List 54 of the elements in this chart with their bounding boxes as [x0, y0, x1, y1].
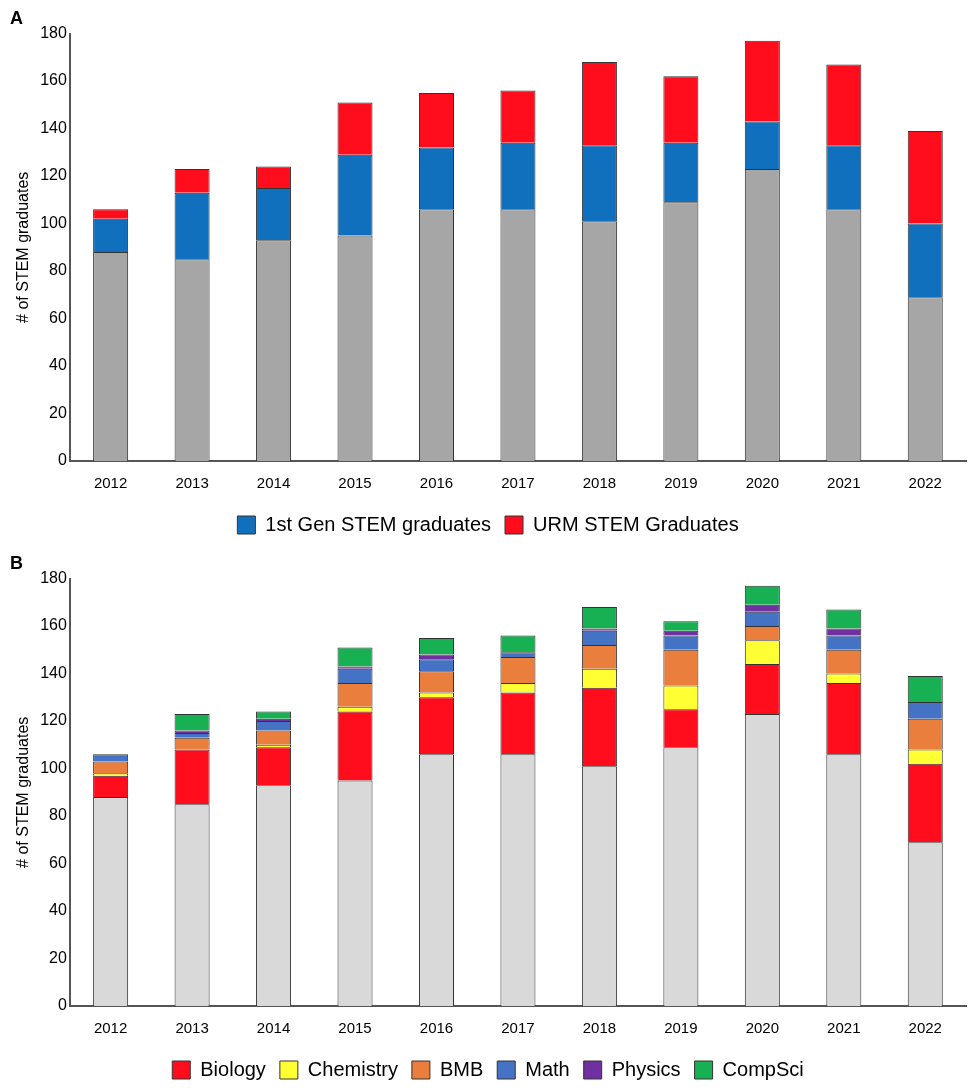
x-tick-label: 2015 [338, 474, 372, 492]
x-tick-label: 2013 [175, 474, 209, 492]
x-tick-label: 2012 [93, 474, 128, 492]
x-tick-label: 2017 [501, 1019, 535, 1037]
legend-label: CompSci [722, 1057, 804, 1080]
y-tick-label: 20 [49, 403, 67, 421]
y-tick-label: 180 [40, 24, 67, 42]
chart-title: B [10, 552, 23, 573]
y-tick-label: 60 [49, 853, 67, 871]
x-tick-label: 2022 [908, 1019, 942, 1037]
x-tick-label: 2020 [745, 474, 780, 492]
x-tick-label: 2014 [256, 474, 291, 492]
x-tick-label: 2020 [745, 1019, 780, 1037]
y-axis-title: # of STEM graduates [14, 171, 32, 323]
x-tick-label: 2021 [827, 474, 861, 492]
y-tick-label: 140 [40, 118, 67, 136]
x-tick-label: 2012 [93, 1019, 128, 1037]
legend-label: 1st Gen STEM graduates [265, 512, 492, 535]
y-tick-label: 80 [49, 261, 67, 279]
y-tick-label: 160 [40, 616, 67, 634]
y-tick-label: 180 [40, 569, 67, 587]
x-tick-label: 2018 [582, 1019, 617, 1037]
x-tick-label: 2016 [419, 474, 454, 492]
x-tick-label: 2018 [582, 474, 617, 492]
legend-label: Biology [200, 1057, 266, 1080]
y-tick-label: 160 [40, 71, 67, 89]
y-axis-title: # of STEM graduates [14, 716, 32, 868]
y-tick-label: 100 [40, 758, 67, 776]
x-tick-label: 2022 [908, 474, 942, 492]
legend-label: Physics [611, 1057, 681, 1080]
y-tick-label: 0 [57, 996, 67, 1014]
y-tick-label: 120 [40, 166, 67, 184]
x-tick-label: 2019 [664, 474, 698, 492]
y-tick-label: 140 [40, 663, 67, 681]
y-tick-label: 0 [57, 451, 67, 469]
y-tick-label: 60 [49, 308, 67, 326]
x-tick-label: 2017 [501, 474, 535, 492]
legend-label: URM STEM Graduates [533, 512, 739, 535]
legend-label: Chemistry [307, 1057, 398, 1080]
x-tick-label: 2016 [419, 1019, 454, 1037]
y-tick-label: 100 [40, 213, 67, 231]
y-tick-label: 80 [49, 806, 67, 824]
legend-label: BMB [439, 1057, 484, 1080]
x-tick-label: 2013 [175, 1019, 209, 1037]
x-tick-label: 2014 [256, 1019, 291, 1037]
y-tick-label: 40 [49, 356, 67, 374]
y-tick-label: 120 [40, 711, 67, 729]
chart-title: A [10, 7, 23, 28]
y-tick-label: 40 [49, 901, 67, 919]
x-tick-label: 2015 [338, 1019, 372, 1037]
x-tick-label: 2021 [827, 1019, 861, 1037]
y-tick-label: 20 [49, 948, 67, 966]
legend-label: Math [525, 1057, 570, 1080]
x-tick-label: 2019 [664, 1019, 698, 1037]
